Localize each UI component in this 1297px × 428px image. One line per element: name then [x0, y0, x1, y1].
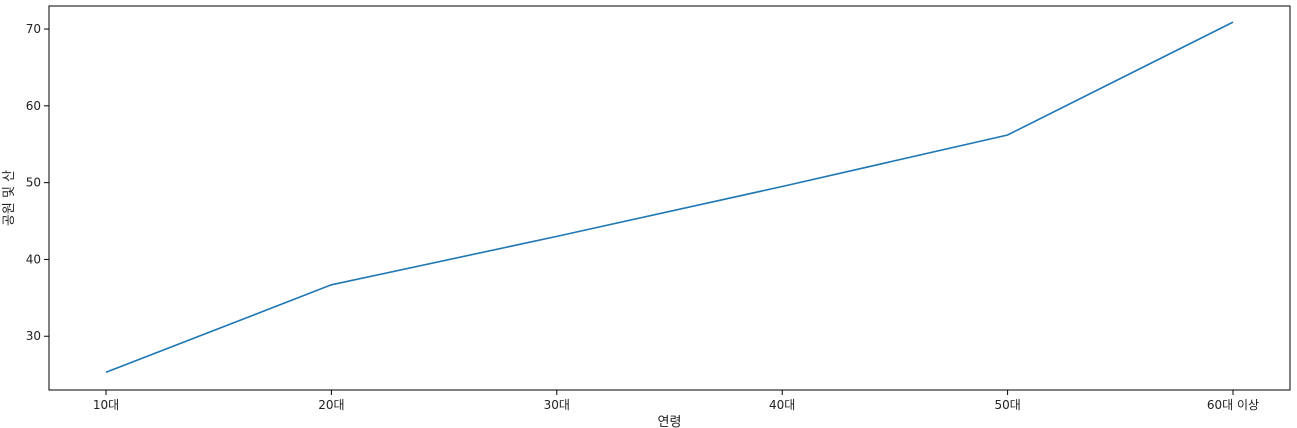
y-tick-label: 40: [26, 252, 41, 266]
plot-area-frame: [48, 5, 1291, 391]
x-tick-label: 20대: [318, 398, 344, 412]
y-tick-label: 70: [26, 22, 41, 36]
x-tick-label: 30대: [544, 398, 570, 412]
y-tick-label: 60: [26, 99, 41, 113]
x-tick-label: 40대: [769, 398, 795, 412]
x-axis-label: 연령: [658, 415, 682, 428]
y-axis-label: 공원 및 산: [2, 170, 17, 226]
y-axis: 30 40 50 60 70: [26, 22, 49, 343]
x-tick-label: 50대: [994, 398, 1020, 412]
y-tick-label: 30: [26, 329, 41, 343]
x-tick-label: 60대 이상: [1207, 398, 1259, 412]
series-line: [105, 21, 1234, 374]
x-axis: 10대 20대 30대 40대 50대 60대 이상: [93, 390, 1259, 412]
y-tick-label: 50: [26, 176, 41, 190]
x-tick-label: 10대: [93, 398, 119, 412]
